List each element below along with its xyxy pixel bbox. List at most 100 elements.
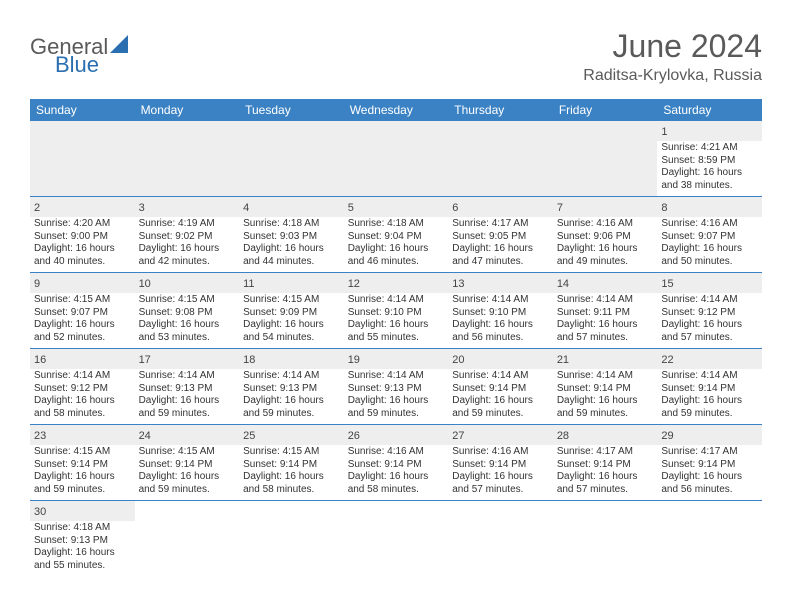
calendar-body: 1 Sunrise: 4:21 AMSunset: 8:59 PMDaylight…	[30, 121, 762, 576]
detail-line: Sunset: 9:14 PM	[557, 383, 654, 396]
detail-line: Sunrise: 4:17 AM	[661, 446, 758, 459]
detail-line: Sunset: 9:12 PM	[661, 307, 758, 320]
detail-line: Sunrise: 4:14 AM	[452, 294, 549, 307]
detail-line: Sunset: 9:14 PM	[452, 383, 549, 396]
detail-line: Sunset: 9:07 PM	[34, 307, 131, 320]
calendar-cell	[135, 501, 240, 577]
calendar-cell: 1 Sunrise: 4:21 AMSunset: 8:59 PMDaylight…	[657, 121, 762, 197]
detail-line: Sunset: 9:08 PM	[139, 307, 236, 320]
calendar-cell	[448, 501, 553, 577]
detail-line: Sunrise: 4:16 AM	[557, 218, 654, 231]
day-number: 29	[661, 430, 673, 442]
detail-line: Sunrise: 4:15 AM	[34, 446, 131, 459]
detail-line: Sunrise: 4:14 AM	[452, 370, 549, 383]
day-header: Friday	[553, 99, 658, 121]
day-number: 6	[452, 202, 458, 214]
detail-line: Sunset: 9:10 PM	[348, 307, 445, 320]
detail-line: Sunset: 9:00 PM	[34, 231, 131, 244]
detail-line: Daylight: 16 hours	[452, 319, 549, 332]
detail-line: Sunrise: 4:14 AM	[661, 294, 758, 307]
calendar-cell: 3Sunrise: 4:19 AMSunset: 9:02 PMDaylight…	[135, 197, 240, 273]
calendar-cell: 22Sunrise: 4:14 AMSunset: 9:14 PMDayligh…	[657, 349, 762, 425]
day-number: 30	[34, 506, 46, 518]
calendar-cell: 25Sunrise: 4:15 AMSunset: 9:14 PMDayligh…	[239, 425, 344, 501]
detail-line: and 59 minutes.	[34, 484, 131, 497]
day-detail: Sunrise: 4:15 AMSunset: 9:09 PMDaylight:…	[243, 294, 340, 344]
day-number-band: 15	[657, 273, 762, 293]
detail-line: and 40 minutes.	[34, 256, 131, 269]
day-detail: Sunrise: 4:21 AMSunset: 8:59 PMDaylight:…	[661, 142, 758, 192]
detail-line: and 56 minutes.	[661, 484, 758, 497]
day-detail: Sunrise: 4:14 AMSunset: 9:12 PMDaylight:…	[661, 294, 758, 344]
detail-line: and 52 minutes.	[34, 332, 131, 345]
calendar-cell: 12 Sunrise: 4:14 AMSunset: 9:10 PMDayligh…	[344, 273, 449, 349]
detail-line: Sunrise: 4:15 AM	[243, 446, 340, 459]
day-detail: Sunrise: 4:15 AMSunset: 9:14 PMDaylight:…	[139, 446, 236, 496]
day-header: Tuesday	[239, 99, 344, 121]
detail-line: Daylight: 16 hours	[661, 471, 758, 484]
detail-line: Daylight: 16 hours	[243, 319, 340, 332]
day-detail: Sunrise: 4:17 AMSunset: 9:05 PMDaylight:…	[452, 218, 549, 268]
day-detail: Sunrise: 4:18 AMSunset: 9:13 PMDaylight:…	[34, 522, 131, 572]
day-number: 13	[452, 278, 464, 290]
detail-line: Sunset: 9:14 PM	[139, 459, 236, 472]
day-detail: Sunrise: 4:14 AMSunset: 9:10 PMDaylight:…	[348, 294, 445, 344]
day-number-band: 22	[657, 349, 762, 369]
day-number: 9	[34, 278, 40, 290]
detail-line: and 58 minutes.	[34, 408, 131, 421]
detail-line: Daylight: 16 hours	[243, 471, 340, 484]
day-number: 1	[661, 126, 667, 138]
calendar-cell: 15 Sunrise: 4:14 AMSunset: 9:12 PMDayligh…	[657, 273, 762, 349]
calendar-cell	[553, 501, 658, 577]
calendar-cell: 19 Sunrise: 4:14 AMSunset: 9:13 PMDayligh…	[344, 349, 449, 425]
detail-line: Sunset: 8:59 PM	[661, 155, 758, 168]
detail-line: and 42 minutes.	[139, 256, 236, 269]
calendar-cell	[448, 121, 553, 197]
day-number-band: 12	[344, 273, 449, 293]
day-number-band: 4	[239, 197, 344, 217]
detail-line: Daylight: 16 hours	[661, 243, 758, 256]
detail-line: Sunset: 9:14 PM	[661, 459, 758, 472]
detail-line: Daylight: 16 hours	[139, 243, 236, 256]
day-detail: Sunrise: 4:20 AMSunset: 9:00 PMDaylight:…	[34, 218, 131, 268]
day-detail: Sunrise: 4:14 AMSunset: 9:13 PMDaylight:…	[348, 370, 445, 420]
detail-line: Daylight: 16 hours	[557, 395, 654, 408]
location-label: Raditsa-Krylovka, Russia	[583, 67, 762, 85]
detail-line: and 59 minutes.	[557, 408, 654, 421]
detail-line: Sunset: 9:10 PM	[452, 307, 549, 320]
calendar-cell: 29 Sunrise: 4:17 AMSunset: 9:14 PMDayligh…	[657, 425, 762, 501]
detail-line: Sunrise: 4:17 AM	[557, 446, 654, 459]
calendar-cell: 21Sunrise: 4:14 AMSunset: 9:14 PMDayligh…	[553, 349, 658, 425]
detail-line: Daylight: 16 hours	[661, 395, 758, 408]
detail-line: Sunrise: 4:14 AM	[34, 370, 131, 383]
detail-line: and 57 minutes.	[452, 484, 549, 497]
day-number-band: 14	[553, 273, 658, 293]
day-detail: Sunrise: 4:16 AMSunset: 9:14 PMDaylight:…	[348, 446, 445, 496]
day-number-band: 2	[30, 197, 135, 217]
detail-line: and 38 minutes.	[661, 180, 758, 193]
detail-line: Daylight: 16 hours	[34, 319, 131, 332]
day-number: 19	[348, 354, 360, 366]
detail-line: Sunrise: 4:18 AM	[348, 218, 445, 231]
detail-line: Daylight: 16 hours	[139, 471, 236, 484]
day-number-band: 6	[448, 197, 553, 217]
calendar-cell: 2 Sunrise: 4:20 AMSunset: 9:00 PMDaylight…	[30, 197, 135, 273]
day-number: 12	[348, 278, 360, 290]
day-number: 2	[34, 202, 40, 214]
detail-line: Daylight: 16 hours	[34, 547, 131, 560]
calendar-cell	[30, 121, 135, 197]
day-header: Monday	[135, 99, 240, 121]
day-detail: Sunrise: 4:15 AMSunset: 9:07 PMDaylight:…	[34, 294, 131, 344]
day-detail: Sunrise: 4:14 AMSunset: 9:14 PMDaylight:…	[661, 370, 758, 420]
calendar-cell	[344, 501, 449, 577]
calendar-row: 2 Sunrise: 4:20 AMSunset: 9:00 PMDaylight…	[30, 197, 762, 273]
detail-line: Daylight: 16 hours	[557, 319, 654, 332]
day-number: 24	[139, 430, 151, 442]
day-number-band: 29	[657, 425, 762, 445]
detail-line: Daylight: 16 hours	[34, 243, 131, 256]
calendar-cell: 24 Sunrise: 4:15 AMSunset: 9:14 PMDayligh…	[135, 425, 240, 501]
month-title: June 2024	[583, 28, 762, 65]
detail-line: Sunset: 9:03 PM	[243, 231, 340, 244]
day-number: 15	[661, 278, 673, 290]
day-number-band: 24	[135, 425, 240, 445]
